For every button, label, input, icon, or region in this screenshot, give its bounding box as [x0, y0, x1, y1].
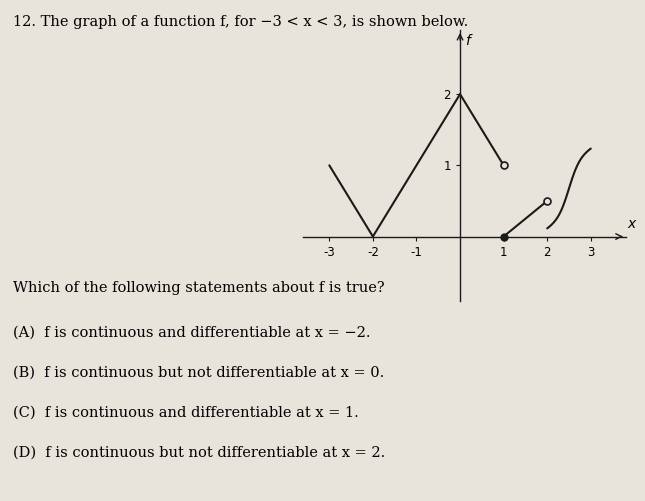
Text: (D)  f is continuous but not differentiable at x = 2.: (D) f is continuous but not differentiab… [13, 446, 385, 460]
Text: x: x [628, 217, 636, 231]
Text: (B)  f is continuous but not differentiable at x = 0.: (B) f is continuous but not differentiab… [13, 366, 384, 380]
Text: 12. The graph of a function f, for −3 < x < 3, is shown below.: 12. The graph of a function f, for −3 < … [13, 15, 468, 29]
Text: f: f [465, 34, 470, 48]
Text: (C)  f is continuous and differentiable at x = 1.: (C) f is continuous and differentiable a… [13, 406, 359, 420]
Text: Which of the following statements about f is true?: Which of the following statements about … [13, 281, 384, 295]
Text: (A)  f is continuous and differentiable at x = −2.: (A) f is continuous and differentiable a… [13, 326, 370, 340]
